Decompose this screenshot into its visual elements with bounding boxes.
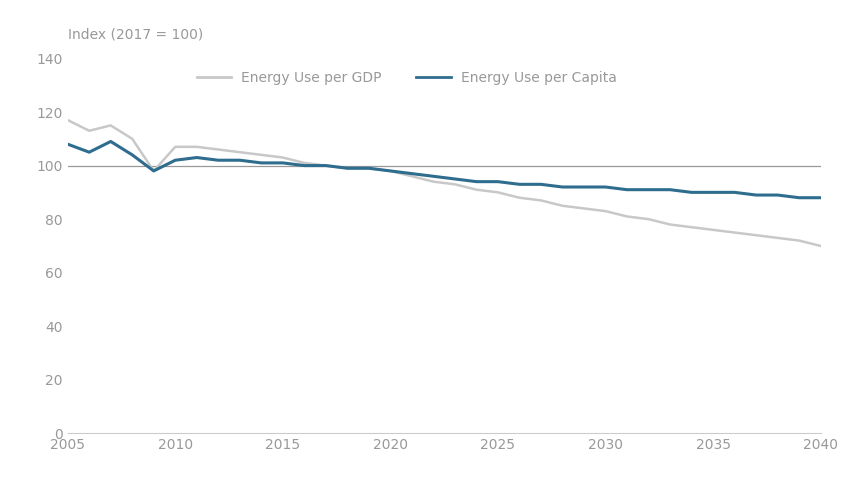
Energy Use per Capita [256,160,266,166]
Energy Use per Capita [385,168,395,174]
Energy Use per GDP [536,197,546,203]
Energy Use per GDP [772,235,783,241]
Energy Use per Capita [428,173,438,179]
Energy Use per Capita [686,189,696,195]
Energy Use per Capita [213,157,223,163]
Energy Use per GDP [579,206,589,211]
Energy Use per GDP [321,163,331,169]
Energy Use per GDP [558,203,568,208]
Energy Use per GDP [106,122,116,128]
Line: Energy Use per Capita: Energy Use per Capita [68,141,821,198]
Energy Use per GDP [794,238,805,244]
Energy Use per Capita [277,160,288,166]
Energy Use per GDP [385,168,395,174]
Energy Use per Capita [170,157,180,163]
Energy Use per Capita [729,189,739,195]
Energy Use per GDP [407,173,417,179]
Energy Use per GDP [213,147,223,152]
Energy Use per Capita [63,141,73,147]
Energy Use per Capita [127,152,137,158]
Energy Use per Capita [192,154,202,160]
Energy Use per GDP [299,160,310,166]
Energy Use per Capita [558,184,568,190]
Energy Use per GDP [665,222,675,227]
Energy Use per Capita [665,187,675,193]
Energy Use per Capita [601,184,611,190]
Energy Use per Capita [644,187,654,193]
Energy Use per Capita [407,170,417,176]
Energy Use per Capita [343,165,353,171]
Energy Use per Capita [493,179,503,185]
Energy Use per GDP [127,136,137,142]
Energy Use per Capita [579,184,589,190]
Energy Use per GDP [601,208,611,214]
Energy Use per GDP [149,168,159,174]
Text: Index (2017 = 100): Index (2017 = 100) [68,27,203,41]
Energy Use per Capita [149,168,159,174]
Energy Use per Capita [471,179,481,185]
Energy Use per GDP [192,144,202,150]
Energy Use per GDP [170,144,180,150]
Energy Use per GDP [514,195,525,201]
Energy Use per GDP [751,232,761,238]
Energy Use per Capita [514,181,525,187]
Energy Use per GDP [84,128,94,133]
Energy Use per GDP [729,229,739,235]
Energy Use per GDP [471,187,481,193]
Energy Use per GDP [277,154,288,160]
Energy Use per Capita [772,192,783,198]
Energy Use per GDP [686,224,696,230]
Energy Use per Capita [364,165,374,171]
Energy Use per Capita [816,195,826,201]
Energy Use per GDP [234,149,244,155]
Energy Use per GDP [644,216,654,222]
Energy Use per Capita [321,163,331,169]
Energy Use per Capita [708,189,718,195]
Legend: Energy Use per GDP, Energy Use per Capita: Energy Use per GDP, Energy Use per Capit… [191,65,622,91]
Line: Energy Use per GDP: Energy Use per GDP [68,120,821,246]
Energy Use per GDP [364,165,374,171]
Energy Use per GDP [493,189,503,195]
Energy Use per Capita [794,195,805,201]
Energy Use per GDP [63,117,73,123]
Energy Use per Capita [234,157,244,163]
Energy Use per GDP [622,213,632,219]
Energy Use per Capita [622,187,632,193]
Energy Use per GDP [816,243,826,249]
Energy Use per GDP [343,165,353,171]
Energy Use per GDP [450,181,460,187]
Energy Use per Capita [299,163,310,169]
Energy Use per Capita [536,181,546,187]
Energy Use per GDP [256,152,266,158]
Energy Use per GDP [428,179,438,185]
Energy Use per Capita [106,138,116,144]
Energy Use per Capita [751,192,761,198]
Energy Use per Capita [84,149,94,155]
Energy Use per Capita [450,176,460,182]
Energy Use per GDP [708,227,718,233]
